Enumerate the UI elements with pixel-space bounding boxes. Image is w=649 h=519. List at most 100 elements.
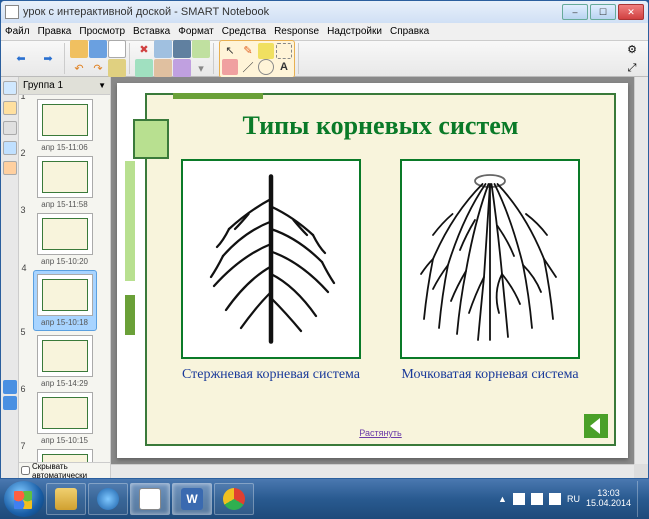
close-button[interactable]: ✕ [618,4,644,20]
group-label: Группа 1 [23,80,63,91]
tray-network-icon[interactable] [531,493,543,505]
titlebar[interactable]: урок с интерактивной доской - SMART Note… [1,1,648,23]
horizontal-scrollbar[interactable] [111,464,634,478]
window-title: урок с интерактивной доской - SMART Note… [23,6,562,18]
open-icon[interactable] [70,40,88,58]
thumb-number: 4 [22,263,27,273]
menu-tools[interactable]: Средства [222,26,266,37]
expand-link[interactable]: Растянуть [147,428,614,438]
tray-show-hidden-icon[interactable]: ▲ [498,494,507,504]
more-icon[interactable]: ▾ [192,59,210,77]
undo-icon[interactable]: ↶ [70,59,88,77]
slide-decoration [125,295,135,335]
thumb-number: 1 [21,95,26,101]
rail-props-icon[interactable] [3,141,17,155]
shade-icon[interactable] [173,40,191,58]
thumb-preview [37,213,93,255]
thumbnail[interactable]: 1 апр 15-11:06 [33,99,97,152]
rail-pages-icon[interactable] [3,81,17,95]
task-explorer[interactable] [46,483,86,515]
thumb-label: апр 15-11:06 [41,143,87,152]
menu-file[interactable]: Файл [5,26,30,37]
thumb-number: 2 [21,148,26,158]
slide[interactable]: Типы корневых систем [117,83,628,458]
paste-icon[interactable] [108,59,126,77]
screen-icon[interactable] [154,40,172,58]
task-word[interactable]: W [172,483,212,515]
thumbnail[interactable]: 2 апр 15-11:58 [33,156,97,209]
doc-icon[interactable] [154,59,172,77]
rail-addons-icon[interactable] [3,161,17,175]
thumb-preview [37,392,93,434]
slide-decoration [125,161,135,281]
task-ie[interactable] [88,483,128,515]
shape-icon[interactable] [258,59,274,75]
figure-fibrous: Мочковатая корневая система [400,159,580,384]
thumbnail[interactable]: 6 апр 15-10:15 [33,392,97,445]
clock[interactable]: 13:03 15.04.2014 [586,489,631,509]
autohide-checkbox[interactable] [21,466,30,475]
pen-icon[interactable]: ✎ [240,43,256,59]
thumb-number: 3 [21,205,26,215]
thumbnail[interactable]: 3 апр 15-10:20 [33,213,97,266]
thumb-preview [37,449,93,462]
thumbnail[interactable]: 7 апр 15-11:53 [33,449,97,462]
task-chrome[interactable] [214,483,254,515]
rail-gallery-icon[interactable] [3,101,17,115]
thumbnail[interactable]: 5 апр 15-14:29 [33,335,97,388]
task-smart[interactable] [130,483,170,515]
menu-help[interactable]: Справка [390,26,429,37]
tray-action-icon[interactable] [513,493,525,505]
delete-icon[interactable]: ✖ [135,40,153,58]
thumb-number: 6 [21,384,26,394]
menu-response[interactable]: Response [274,26,319,37]
thumbs-group-header[interactable]: Группа 1 ▼ [19,77,110,95]
highlighter-icon[interactable] [258,43,274,59]
app-window: урок с интерактивной доской - SMART Note… [0,0,649,479]
menu-format[interactable]: Формат [178,26,214,37]
clock-date: 15.04.2014 [586,499,631,509]
slide-title: Типы корневых систем [147,111,614,141]
rail-attach-icon[interactable] [3,121,17,135]
system-tray: ▲ RU 13:03 15.04.2014 [498,481,645,517]
thumb-label: апр 15-10:20 [41,257,88,266]
new-page-icon[interactable] [108,40,126,58]
capture-icon[interactable] [192,40,210,58]
table-icon[interactable] [135,59,153,77]
select-icon[interactable] [276,43,292,59]
text-icon[interactable]: A [276,59,292,75]
line-icon[interactable]: ／ [240,59,256,75]
menu-addons[interactable]: Надстройки [327,26,382,37]
thumb-label: апр 15-10:15 [41,436,88,445]
show-desktop-button[interactable] [637,481,645,517]
thumb-label: апр 15-14:29 [41,379,88,388]
back-button[interactable]: ⬅ [8,46,34,72]
eraser-icon[interactable] [222,59,238,75]
menu-edit[interactable]: Правка [38,26,72,37]
caption-fibrous: Мочковатая корневая система [400,367,580,384]
maximize-button[interactable]: ☐ [590,4,616,20]
redo-icon[interactable]: ↷ [89,59,107,77]
settings-icon[interactable]: ⚙ [623,40,641,58]
slide-content: Типы корневых систем [145,93,616,446]
fibrous-root-image [410,169,570,349]
tool-palette: ↖ ✎ ／ A [219,40,295,78]
start-button[interactable] [4,481,44,517]
toolbar: ⬅ ➡ ↶ ↷ ✖ [1,41,648,77]
menu-insert[interactable]: Вставка [133,26,170,37]
image-icon[interactable] [173,59,191,77]
fullscreen-icon[interactable]: ⤢ [623,59,641,77]
thumb-preview [37,274,93,316]
workspace: Группа 1 ▼ 1 апр 15-11:062 апр 15-11:583… [1,77,648,478]
pointer-icon[interactable]: ↖ [222,43,238,59]
minimize-button[interactable]: – [562,4,588,20]
lang-indicator[interactable]: RU [567,494,580,504]
tray-sound-icon[interactable] [549,493,561,505]
vertical-scrollbar[interactable] [634,77,648,464]
thumbnails-panel: Группа 1 ▼ 1 апр 15-11:062 апр 15-11:583… [19,77,111,478]
thumbnail[interactable]: 4 апр 15-10:18 [33,270,97,331]
thumb-label: апр 15-10:18 [41,318,88,327]
menu-view[interactable]: Просмотр [79,26,125,37]
save-icon[interactable] [89,40,107,58]
forward-button[interactable]: ➡ [35,46,61,72]
